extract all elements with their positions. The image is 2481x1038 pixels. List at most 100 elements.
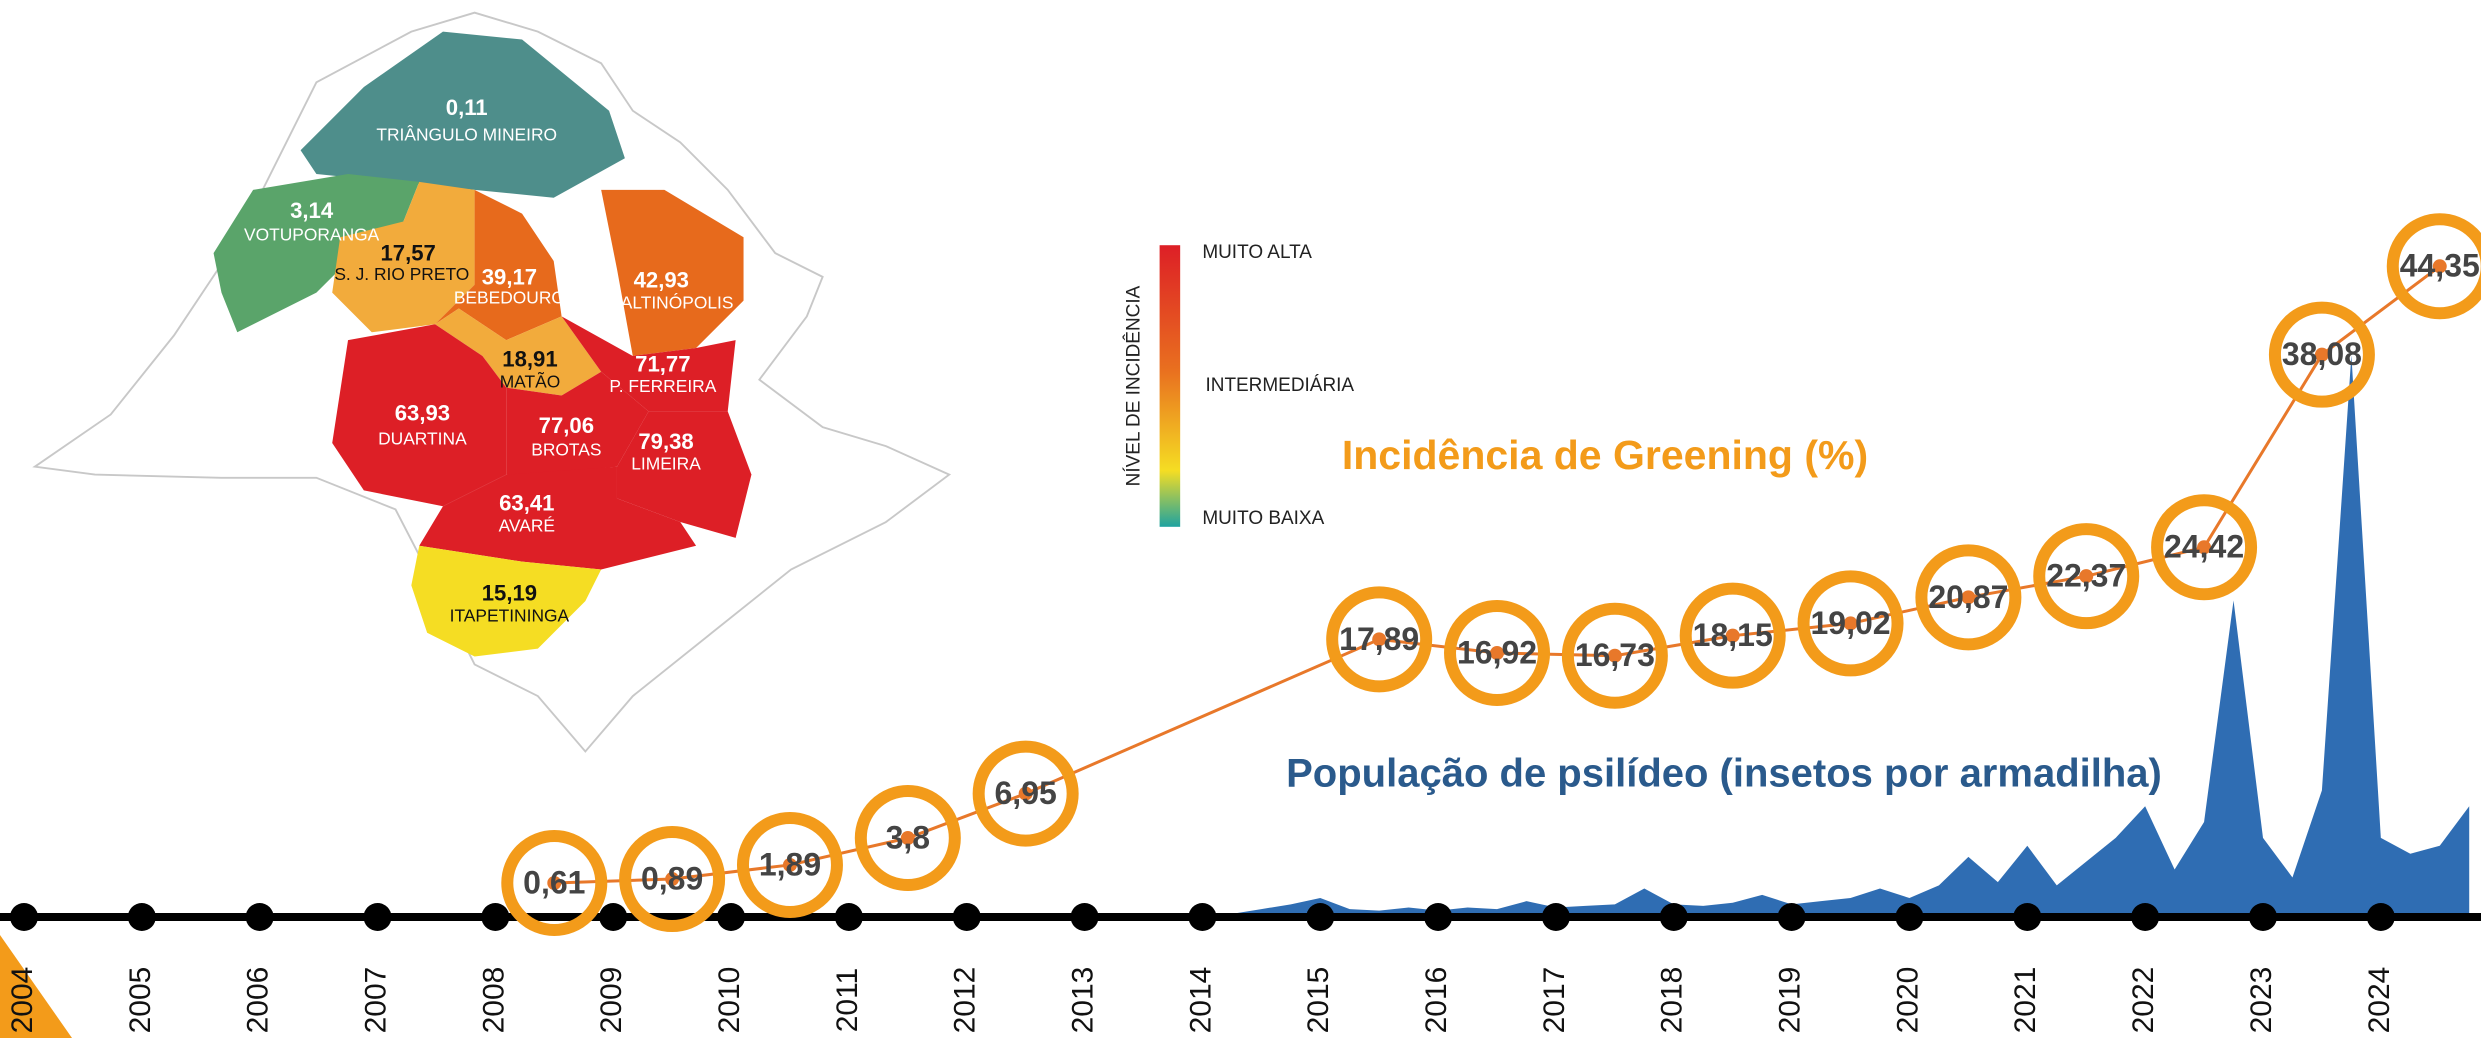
- marker-ring: [854, 785, 961, 892]
- data-label: 20,87: [1928, 579, 2008, 615]
- marker-ring: [1915, 544, 2022, 651]
- region: [213, 174, 420, 333]
- region: [616, 411, 752, 538]
- x-tick: [245, 903, 274, 931]
- x-tick: [599, 903, 628, 931]
- legend-label: INTERMEDIÁRIA: [1205, 375, 1354, 396]
- x-tick-label: 2004: [6, 967, 39, 1034]
- point: [1490, 646, 1505, 661]
- data-label: 19,02: [1811, 605, 1891, 641]
- region-name: TRIÂNGULO MINEIRO: [376, 125, 557, 145]
- x-tick: [1541, 903, 1570, 931]
- region-value: 17,57: [380, 241, 435, 266]
- region-value: 63,41: [499, 491, 554, 516]
- point: [2079, 569, 2094, 584]
- corner-decoration: [0, 935, 72, 1038]
- x-tick-label: 2022: [2127, 967, 2160, 1034]
- region: [332, 324, 507, 507]
- region-name: BEBEDOURO: [454, 288, 565, 308]
- region-value: 77,06: [539, 413, 594, 438]
- x-tick-label: 2018: [1656, 967, 1689, 1034]
- x-tick: [1306, 903, 1335, 931]
- marker-ring: [2033, 523, 2140, 630]
- marker-ring: [1561, 602, 1668, 709]
- legend-label: MUITO BAIXA: [1202, 508, 1324, 529]
- x-tick: [363, 903, 392, 931]
- marker-ring: [2151, 494, 2258, 601]
- x-tick-label: 2014: [1184, 967, 1217, 1034]
- region-value: 15,19: [482, 581, 537, 606]
- x-tick: [481, 903, 510, 931]
- data-label: 1,89: [759, 846, 821, 882]
- point: [1372, 632, 1387, 647]
- region: [601, 189, 744, 356]
- x-tick-label: 2008: [477, 967, 510, 1034]
- region: [561, 316, 736, 412]
- marker-ring: [2386, 213, 2481, 320]
- region-name: ITAPETININGA: [450, 606, 570, 626]
- x-tick: [1424, 903, 1453, 931]
- region-value: 0,11: [446, 95, 488, 120]
- region-name: S. J. RIO PRETO: [334, 264, 469, 284]
- x-tick-label: 2021: [2009, 967, 2042, 1034]
- point: [900, 831, 915, 846]
- legend-title: NÍVEL DE INCIDÊNCIA: [1122, 285, 1144, 486]
- x-tick-label: 2020: [1891, 967, 1924, 1034]
- point: [2314, 347, 2329, 362]
- region-value: 39,17: [482, 264, 537, 289]
- x-tick: [2366, 903, 2395, 931]
- x-tick-label: 2009: [595, 967, 628, 1034]
- marker-ring: [1444, 600, 1551, 707]
- x-tick-label: 2017: [1538, 967, 1571, 1034]
- x-tick: [952, 903, 981, 931]
- region: [411, 545, 602, 657]
- x-tick: [1895, 903, 1924, 931]
- point: [782, 857, 797, 872]
- point: [2432, 259, 2447, 274]
- x-tick-label: 2007: [359, 967, 392, 1034]
- x-tick-label: 2012: [949, 967, 982, 1034]
- x-tick: [1659, 903, 1688, 931]
- x-tick: [127, 903, 156, 931]
- region-name: BROTAS: [531, 439, 601, 459]
- area: [1202, 355, 2470, 917]
- data-label: 17,89: [1339, 621, 1419, 657]
- region: [332, 181, 475, 333]
- data-label: 0,89: [641, 861, 703, 897]
- marker-ring: [1797, 570, 1904, 677]
- x-tick-label: 2013: [1066, 967, 1099, 1034]
- data-label: 38,08: [2282, 336, 2362, 372]
- x-tick: [717, 903, 746, 931]
- point: [1961, 590, 1976, 605]
- point: [2197, 540, 2212, 555]
- x-tick: [2131, 903, 2160, 931]
- marker-ring: [972, 740, 1079, 847]
- data-label: 24,42: [2164, 529, 2244, 565]
- region: [300, 31, 625, 198]
- x-tick-label: 2019: [1774, 967, 1807, 1034]
- x-tick: [834, 903, 863, 931]
- x-tick-label: 2024: [2363, 967, 2396, 1034]
- region-name: VOTUPORANGA: [244, 224, 380, 244]
- marker-ring: [501, 829, 608, 936]
- legend-scale: [1159, 245, 1181, 527]
- area-title: População de psilídeo (insetos por armad…: [1286, 752, 2162, 796]
- map: 0,11 TRIÂNGULO MINEIRO 3,14 VOTUPORANGA …: [32, 11, 1354, 753]
- x-tick: [2248, 903, 2277, 931]
- region-name: P. FERREIRA: [609, 376, 716, 396]
- point: [547, 875, 562, 890]
- marker-ring: [736, 811, 843, 918]
- x-tick: [1188, 903, 1217, 931]
- region-value: 18,91: [502, 347, 557, 372]
- x-tick-label: 2016: [1420, 967, 1453, 1034]
- point: [665, 872, 680, 887]
- x-tick-label: 2005: [124, 967, 157, 1034]
- x-tick: [10, 903, 38, 931]
- line-title: Incidência de Greening (%): [1342, 432, 1868, 478]
- marker-ring: [1326, 586, 1433, 693]
- data-label: 0,61: [523, 864, 585, 900]
- region-value: 42,93: [634, 267, 689, 292]
- region-value: 71,77: [635, 351, 690, 376]
- x-tick-label: 2010: [713, 967, 746, 1034]
